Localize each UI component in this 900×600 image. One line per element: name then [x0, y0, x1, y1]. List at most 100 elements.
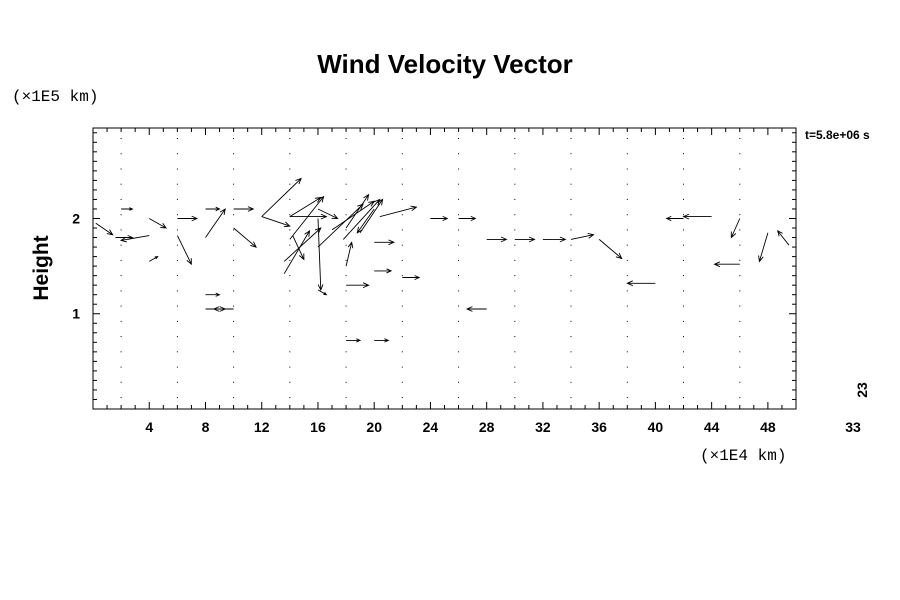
grid-dot [345, 183, 347, 185]
grid-dot [739, 336, 741, 338]
grid-dot [233, 198, 235, 200]
grid-dot [739, 214, 741, 216]
grid-dot [458, 259, 460, 261]
grid-dot [401, 229, 403, 231]
y-tick-label: 1 [72, 306, 80, 322]
grid-dot [458, 153, 460, 155]
grid-dot [120, 198, 122, 200]
grid-dot [233, 366, 235, 368]
grid-dot [120, 229, 122, 231]
grid-dot [176, 214, 178, 216]
grid-dot [739, 183, 741, 185]
grid-dot [570, 259, 572, 261]
wind-vector [317, 208, 339, 219]
grid-dot [176, 381, 178, 383]
side-label: 23 [854, 382, 870, 398]
grid-dot [401, 336, 403, 338]
grid-dot [458, 320, 460, 322]
grid-dot [458, 351, 460, 353]
wind-vector [777, 230, 790, 246]
grid-dot [570, 198, 572, 200]
wind-vector [345, 193, 370, 229]
grid-dot [289, 305, 291, 307]
grid-dot [289, 351, 291, 353]
grid-dot [683, 275, 684, 277]
grid-dot [401, 244, 403, 246]
grid-dot [345, 381, 347, 383]
grid-dot [626, 320, 628, 322]
grid-dot [176, 336, 178, 338]
x-tick-label: 16 [310, 419, 326, 435]
grid-dot [176, 290, 178, 292]
grid-dot [514, 259, 516, 261]
grid-dot [345, 397, 347, 399]
grid-dot [401, 183, 403, 185]
wind-vector [626, 280, 656, 287]
grid-dot [289, 229, 291, 231]
grid-dot [683, 381, 684, 383]
grid-dot [458, 305, 460, 307]
grid-dot [233, 320, 235, 322]
grid-dot [626, 138, 628, 139]
grid-dot [176, 229, 178, 231]
grid-dot [739, 320, 741, 322]
grid-dot [683, 290, 684, 292]
grid-dot [458, 366, 460, 368]
grid-dot [120, 320, 122, 322]
grid-dot [289, 153, 291, 155]
grid-dot [570, 397, 572, 399]
grid-dot [458, 183, 460, 185]
grid-dot [345, 275, 347, 277]
grid-dot [739, 290, 741, 292]
wind-vector [205, 208, 226, 238]
grid-dot [683, 153, 684, 155]
grid-dot [345, 168, 347, 170]
grid-dot [401, 397, 403, 399]
grid-dot [683, 244, 684, 246]
grid-dot [683, 198, 684, 200]
grid-dot [345, 229, 347, 231]
grid-dot [683, 229, 684, 231]
grid-dot [120, 366, 122, 368]
grid-dot [683, 397, 684, 399]
grid-dot [401, 290, 403, 292]
wind-vector [176, 235, 192, 266]
grid-dot [514, 397, 516, 399]
grid-dot [401, 275, 403, 277]
grid-dot [345, 244, 347, 246]
grid-dot [514, 138, 516, 139]
grid-dot [233, 305, 235, 307]
grid-dot [458, 214, 460, 216]
x-unit-label: (×1E4 km) [700, 447, 786, 465]
grid-dot [120, 153, 122, 155]
wind-vector [317, 218, 324, 291]
grid-dot [345, 320, 347, 322]
grid-dot [289, 397, 291, 399]
wind-vector [713, 261, 740, 268]
grid-dot [626, 183, 628, 185]
wind-vector [758, 232, 769, 263]
grid-dot [233, 290, 235, 292]
grid-dot [176, 244, 178, 246]
grid-dot [458, 198, 460, 200]
grid-dot [739, 168, 741, 170]
grid-dot [626, 381, 628, 383]
grid-dot [289, 168, 291, 170]
grid-dot [570, 153, 572, 155]
grid-dot [514, 244, 516, 246]
grid-dot [401, 366, 403, 368]
grid-dot [289, 198, 291, 200]
grid-dot [289, 214, 291, 216]
wind-vector [486, 236, 508, 243]
grid-dot [739, 138, 741, 139]
grid-dot [401, 305, 403, 307]
grid-dot [739, 153, 741, 155]
grid-dot [514, 229, 516, 231]
grid-dot [289, 381, 291, 383]
grid-dot [289, 244, 291, 246]
grid-dot [233, 397, 235, 399]
grid-dot [458, 336, 460, 338]
wind-vector [374, 338, 390, 343]
